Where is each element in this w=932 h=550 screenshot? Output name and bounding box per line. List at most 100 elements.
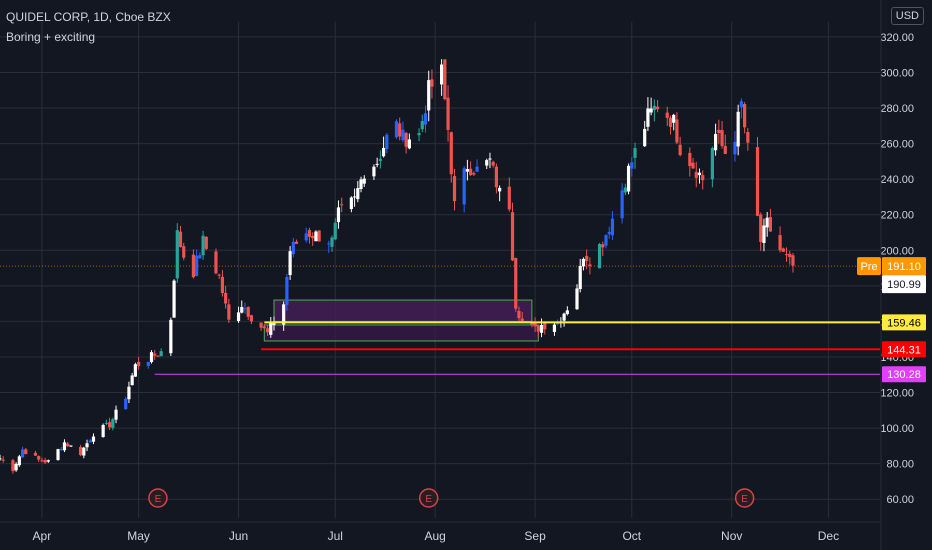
candle-body — [446, 97, 450, 130]
candle-body — [759, 214, 763, 242]
candle-body — [646, 108, 650, 127]
candle-body — [733, 141, 737, 155]
candle-body — [137, 361, 141, 367]
candle-body — [288, 251, 292, 276]
y-tick-label: 300.00 — [880, 67, 914, 79]
candle-body — [633, 148, 637, 158]
y-tick-label: 60.00 — [886, 494, 914, 506]
candle-body — [62, 442, 67, 451]
candle-body — [69, 445, 73, 447]
candle-body — [510, 212, 515, 261]
candle-body — [520, 318, 524, 321]
candle-body — [536, 325, 540, 332]
candle-body — [472, 173, 476, 175]
candle-body — [768, 217, 773, 232]
candle-body — [333, 222, 337, 240]
candle-body — [130, 375, 134, 386]
candle-body — [552, 324, 557, 332]
candle-body — [423, 113, 428, 125]
candle-body — [649, 108, 653, 113]
candle-body — [124, 398, 128, 410]
candle-body — [697, 172, 702, 176]
level-tag — [882, 366, 926, 383]
candle-body — [375, 163, 379, 165]
candle-body — [43, 460, 47, 463]
candle-body — [488, 158, 492, 160]
candle-body — [182, 246, 186, 258]
candle-body — [114, 409, 118, 420]
candle-body — [37, 456, 41, 460]
candle-body — [107, 422, 112, 428]
candle-body — [530, 322, 534, 325]
candle-body — [688, 152, 692, 167]
candle-body — [17, 456, 21, 466]
candle-body — [778, 235, 782, 251]
y-tick-label: 200.00 — [880, 245, 914, 257]
candle-body — [317, 230, 321, 242]
candle-body — [701, 175, 705, 181]
candle-body — [601, 244, 605, 248]
candle-body — [285, 277, 289, 305]
candle-body — [327, 243, 331, 245]
candle-body — [723, 145, 727, 154]
currency-button[interactable]: USD — [890, 7, 924, 25]
candle-body — [372, 166, 376, 177]
x-tick-label: Sep — [524, 529, 546, 543]
candle-body — [762, 225, 766, 243]
candle-body — [714, 133, 718, 151]
candle-body — [352, 196, 357, 198]
candle-body — [195, 255, 199, 277]
candle-body — [198, 255, 202, 259]
candle-body — [156, 355, 160, 357]
candle-body — [401, 129, 405, 141]
candle-body — [465, 169, 469, 172]
candle-body — [240, 306, 244, 313]
candle-body — [404, 132, 408, 147]
candle-body — [304, 233, 308, 241]
candle-body — [311, 235, 315, 239]
candle-body — [294, 241, 299, 244]
candle-body — [623, 187, 627, 193]
candle-body — [14, 463, 18, 471]
candle-body — [588, 264, 592, 267]
candle-body — [417, 133, 421, 136]
candle-body — [243, 308, 247, 310]
candle-body — [66, 443, 70, 447]
candle-body — [462, 168, 466, 205]
x-tick-label: Nov — [721, 529, 742, 543]
candle-body — [781, 248, 785, 252]
candle-body — [575, 288, 579, 310]
candle-body — [169, 319, 173, 354]
candle-body — [610, 218, 615, 236]
candle-body — [101, 424, 105, 438]
candle-body — [153, 353, 157, 356]
zone-box — [263, 324, 539, 342]
candle-body — [159, 351, 163, 357]
candle-body — [127, 386, 131, 400]
earnings-icon — [418, 488, 439, 508]
candle-body — [149, 352, 154, 363]
y-tick-label: 100.00 — [880, 423, 914, 435]
candle-body — [272, 323, 276, 325]
candle-body — [201, 235, 205, 256]
candle-body — [85, 443, 89, 448]
candle-body — [1, 459, 5, 461]
candle-body — [259, 322, 263, 328]
candle-body — [440, 64, 444, 85]
candle-body — [407, 139, 411, 149]
candle-body — [485, 160, 489, 166]
candle-body — [349, 197, 353, 210]
candle-body — [443, 59, 447, 100]
candle-body — [710, 148, 714, 180]
candle-body — [336, 207, 341, 223]
candle-body — [385, 134, 389, 150]
candle-body — [217, 274, 221, 276]
candle-body — [314, 231, 318, 242]
candle-body — [430, 79, 434, 87]
pre-price-tag — [882, 257, 926, 276]
x-tick-label: May — [127, 529, 150, 543]
candle-body — [220, 276, 225, 293]
candle-body — [133, 364, 137, 377]
candle-body — [265, 328, 270, 333]
